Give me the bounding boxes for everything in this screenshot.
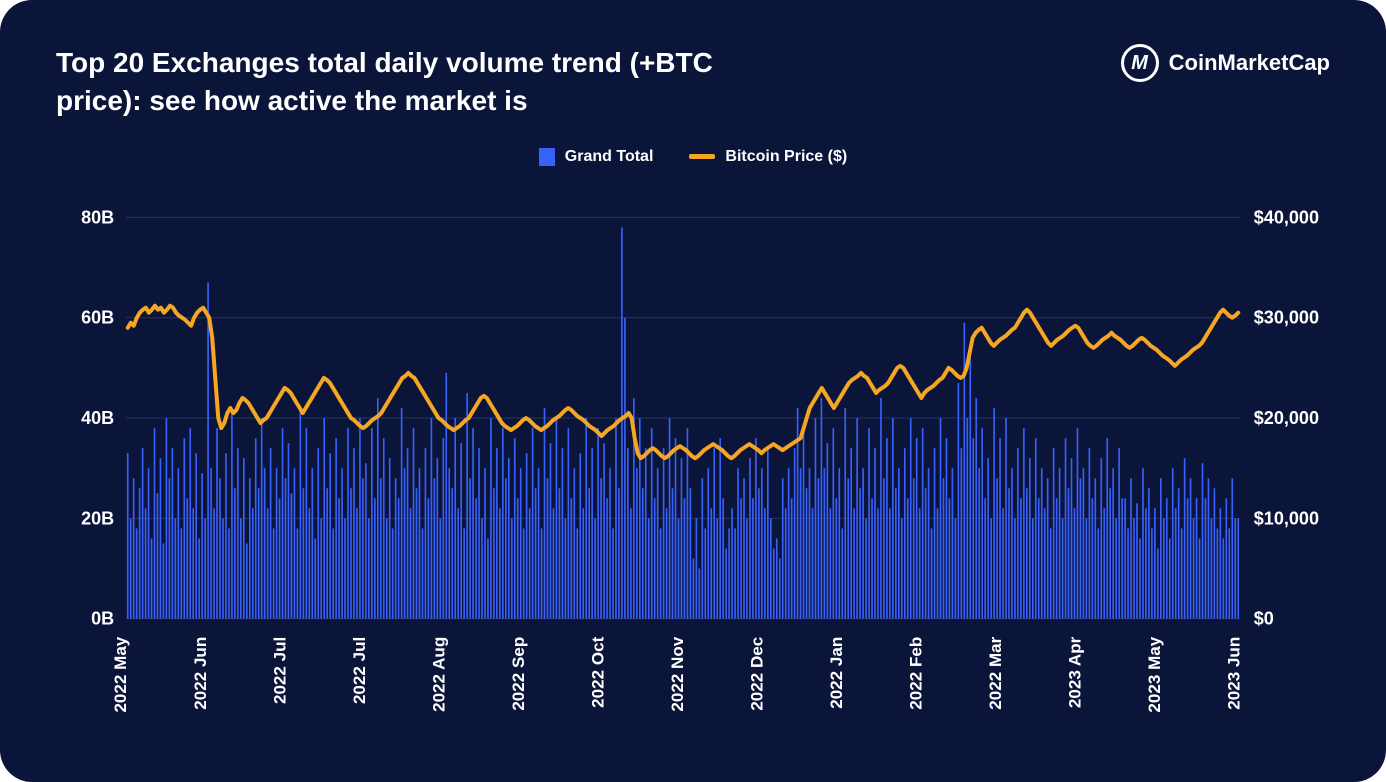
brand-name: CoinMarketCap <box>1169 50 1330 76</box>
svg-text:40B: 40B <box>81 408 114 428</box>
svg-text:2022 Dec: 2022 Dec <box>748 636 767 710</box>
svg-text:2022 Oct: 2022 Oct <box>588 636 607 707</box>
legend-item-bars: Grand Total <box>539 148 654 166</box>
svg-text:60B: 60B <box>81 307 114 327</box>
svg-text:2023 Apr: 2023 Apr <box>1066 636 1085 708</box>
svg-text:2023 May: 2023 May <box>1145 636 1164 712</box>
svg-text:2022 Jun: 2022 Jun <box>191 636 210 709</box>
svg-text:20B: 20B <box>81 508 114 528</box>
legend-item-line: Bitcoin Price ($) <box>689 148 847 166</box>
svg-text:2022 Sep: 2022 Sep <box>509 636 528 710</box>
legend-swatch-line <box>689 154 715 159</box>
chart-plot: 0B 20B 40B 60B 80B $0 $10,000 $20,000 $30,000 $40… <box>56 178 1330 758</box>
svg-text:2022 Mar: 2022 Mar <box>986 636 1005 709</box>
svg-text:2022 Feb: 2022 Feb <box>907 636 926 709</box>
brand: M CoinMarketCap <box>1121 44 1330 82</box>
svg-text:2022 Nov: 2022 Nov <box>668 636 687 711</box>
svg-text:2022 Jan: 2022 Jan <box>827 636 846 708</box>
legend-label-line: Bitcoin Price ($) <box>725 148 847 166</box>
svg-text:$10,000: $10,000 <box>1254 508 1319 528</box>
svg-text:$20,000: $20,000 <box>1254 408 1319 428</box>
chart-title: Top 20 Exchanges total daily volume tren… <box>56 44 776 120</box>
chart-svg: 0B 20B 40B 60B 80B $0 $10,000 $20,000 $30,000 $40… <box>56 178 1330 758</box>
svg-text:2022 Jul: 2022 Jul <box>350 636 369 703</box>
legend-label-bars: Grand Total <box>565 148 654 166</box>
chart-legend: Grand Total Bitcoin Price ($) <box>56 148 1330 166</box>
svg-text:0B: 0B <box>91 608 114 628</box>
svg-text:2022 Aug: 2022 Aug <box>429 636 448 711</box>
svg-text:$40,000: $40,000 <box>1254 207 1319 227</box>
chart-card: Top 20 Exchanges total daily volume tren… <box>0 0 1386 782</box>
svg-text:$0: $0 <box>1254 608 1274 628</box>
svg-text:2023 Jun: 2023 Jun <box>1225 636 1244 709</box>
chart-header: Top 20 Exchanges total daily volume tren… <box>56 44 1330 120</box>
svg-text:80B: 80B <box>81 207 114 227</box>
legend-swatch-bar <box>539 148 555 166</box>
svg-text:2022 May: 2022 May <box>111 636 130 712</box>
svg-text:$30,000: $30,000 <box>1254 307 1319 327</box>
svg-text:2022 Jul: 2022 Jul <box>270 636 289 703</box>
brand-icon: M <box>1121 44 1159 82</box>
